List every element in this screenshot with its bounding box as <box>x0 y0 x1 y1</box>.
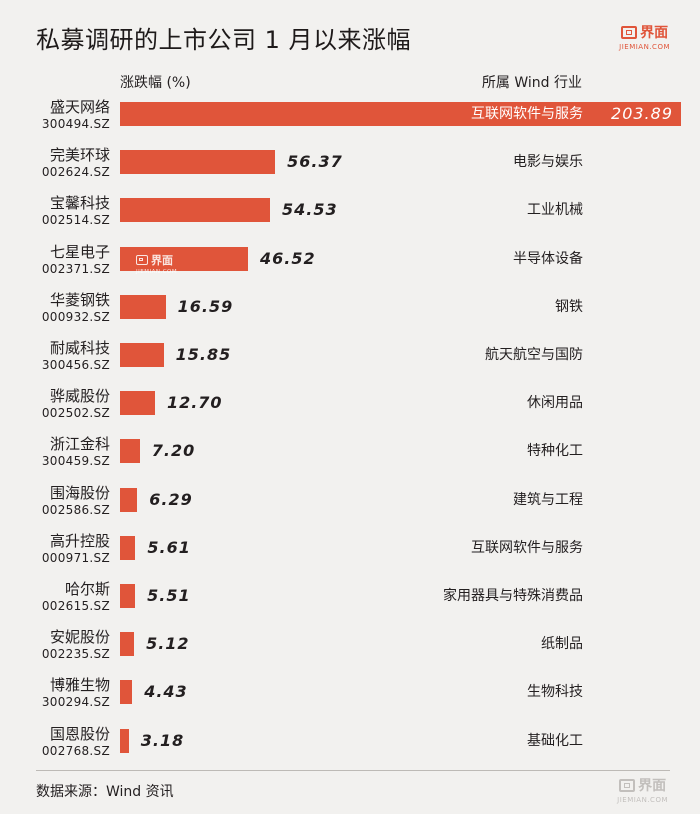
company-name: 宝馨科技 <box>49 194 110 213</box>
industry-label: 基础化工 <box>527 732 583 749</box>
stock-code: 000971.SZ <box>41 550 110 565</box>
jiemian-logo: 界面 JIEMIAN.COM <box>619 22 670 51</box>
industry-label: 电影与娱乐 <box>513 154 583 171</box>
industry-label: 休闲用品 <box>527 395 583 412</box>
stock-code: 002586.SZ <box>41 502 110 517</box>
stock-code: 300294.SZ <box>41 695 110 710</box>
company-name: 国恩股份 <box>49 724 110 743</box>
industry-label: 半导体设备 <box>513 250 583 267</box>
chart-title: 私募调研的上市公司 1 月以来涨幅 <box>36 26 412 54</box>
bar <box>120 535 136 560</box>
bar <box>120 246 248 271</box>
company-name: 耐威科技 <box>49 339 110 357</box>
value-label: 46.52 <box>259 248 316 268</box>
value-label: 56.37 <box>287 152 343 172</box>
value-label: 5.61 <box>147 537 191 557</box>
stock-code: 000932.SZ <box>41 309 110 324</box>
bar <box>120 728 129 753</box>
industry-label: 航天航空与国防 <box>485 347 583 363</box>
industry-label: 钢铁 <box>555 298 583 315</box>
logo-text: 界面 <box>640 25 669 41</box>
company-name: 围海股份 <box>49 483 110 502</box>
bar <box>120 102 681 126</box>
stock-code: 002624.SZ <box>41 165 110 180</box>
stock-code: 300494.SZ <box>41 117 110 131</box>
bar <box>120 391 155 416</box>
company-name: 高升控股 <box>49 531 110 550</box>
bar <box>120 343 164 367</box>
value-label: 7.20 <box>151 441 196 461</box>
value-label: 5.12 <box>146 634 190 654</box>
company-name: 盛天网络 <box>49 98 110 116</box>
value-label: 54.53 <box>282 200 338 220</box>
value-label: 6.29 <box>149 489 193 509</box>
stock-code: 002514.SZ <box>41 213 110 228</box>
company-name: 浙江金科 <box>49 435 110 454</box>
bar <box>120 632 135 657</box>
bar <box>120 584 136 608</box>
industry-label: 特种化工 <box>527 443 583 460</box>
industry-label: 互联网软件与服务 <box>471 539 583 556</box>
industry-label: 互联网软件与服务 <box>471 106 583 122</box>
company-name: 骅威股份 <box>49 387 110 406</box>
watermark-mark-icon <box>136 255 148 265</box>
stock-code: 002502.SZ <box>41 406 110 421</box>
value-label: 16.59 <box>177 296 234 316</box>
company-name: 安妮股份 <box>49 628 110 647</box>
industry-label: 纸制品 <box>541 636 583 653</box>
footer-logo: 界面 JIEMIAN.COM <box>617 775 668 804</box>
value-label: 15.85 <box>175 345 232 364</box>
stock-code: 300456.SZ <box>41 358 110 372</box>
industry-label: 工业机械 <box>527 202 583 219</box>
watermark-subtext: JIEMIAN.COM <box>136 269 178 275</box>
stock-code: 002768.SZ <box>41 743 110 758</box>
value-label: 3.18 <box>140 730 185 750</box>
data-source: 数据来源：Wind 资讯 <box>36 784 174 800</box>
industry-label: 建筑与工程 <box>513 491 583 508</box>
industry-label: 生物科技 <box>527 684 583 701</box>
footer-logo-subtext: JIEMIAN.COM <box>617 796 668 804</box>
stock-code: 002371.SZ <box>41 261 110 276</box>
company-name: 华菱钢铁 <box>49 290 110 309</box>
bar <box>120 439 140 464</box>
company-name: 七星电子 <box>49 242 110 261</box>
industry-label: 家用器具与特殊消费品 <box>443 588 583 604</box>
bar <box>120 680 133 705</box>
bar <box>120 487 138 512</box>
stock-code: 300459.SZ <box>41 454 110 469</box>
bar <box>120 150 276 175</box>
bar <box>120 198 271 223</box>
watermark-text: 界面 <box>151 254 173 267</box>
value-label: 5.51 <box>147 586 191 605</box>
company-name: 完美环球 <box>49 146 110 165</box>
value-label: 4.43 <box>144 682 188 702</box>
company-name: 哈尔斯 <box>64 580 110 598</box>
bar <box>120 294 166 319</box>
stock-code: 002615.SZ <box>41 599 110 613</box>
footer-logo-text: 界面 <box>638 778 667 794</box>
value-label: 12.70 <box>166 393 223 413</box>
footer-logo-mark-icon <box>619 778 636 792</box>
watermark-logo: 界面 JIEMIAN.COM <box>136 252 177 275</box>
stock-code: 002235.SZ <box>41 647 110 662</box>
logo-mark-icon <box>621 25 638 39</box>
footer-divider <box>36 770 670 771</box>
company-name: 博雅生物 <box>49 676 110 695</box>
industry-column-header: 所属 Wind 行业 <box>481 75 582 91</box>
value-column-header: 涨跌幅 (%) <box>120 75 191 91</box>
logo-subtext: JIEMIAN.COM <box>619 43 670 51</box>
value-label: 203.89 <box>611 104 673 123</box>
